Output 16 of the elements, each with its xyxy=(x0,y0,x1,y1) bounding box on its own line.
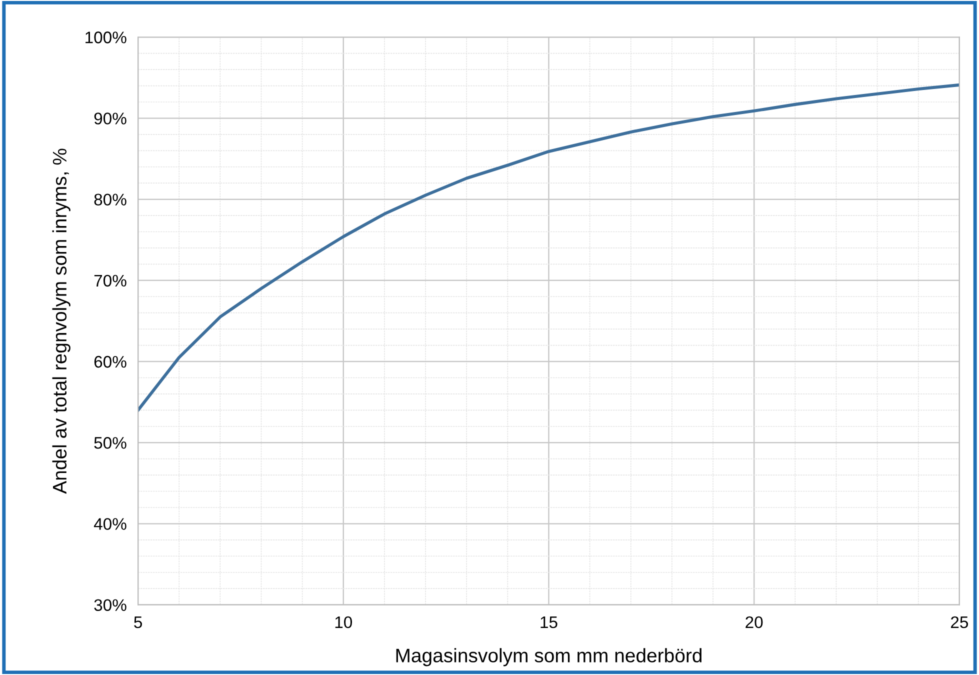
x-tick-label: 20 xyxy=(746,616,763,628)
y-tick-label: 30% xyxy=(94,599,126,612)
x-tick-label: 10 xyxy=(335,616,352,628)
y-tick-label: 90% xyxy=(94,112,126,124)
y-tick-label: 50% xyxy=(94,437,126,449)
x-tick-label: 15 xyxy=(540,616,558,628)
y-tick-label: 40% xyxy=(94,518,126,530)
y-axis-title: Andel av total regnvolym som inryms, % xyxy=(52,148,70,494)
line-series xyxy=(138,83,960,412)
y-tick-label: 80% xyxy=(94,194,126,206)
x-tick-label: 5 xyxy=(134,616,142,628)
x-tick-label: 25 xyxy=(950,616,968,628)
y-tick-label: 100% xyxy=(86,32,126,44)
y-tick-label: 60% xyxy=(94,356,126,368)
y-tick-label: 70% xyxy=(94,274,126,287)
x-axis-title: Magasinsvolym som mm nederbörd xyxy=(396,648,702,666)
